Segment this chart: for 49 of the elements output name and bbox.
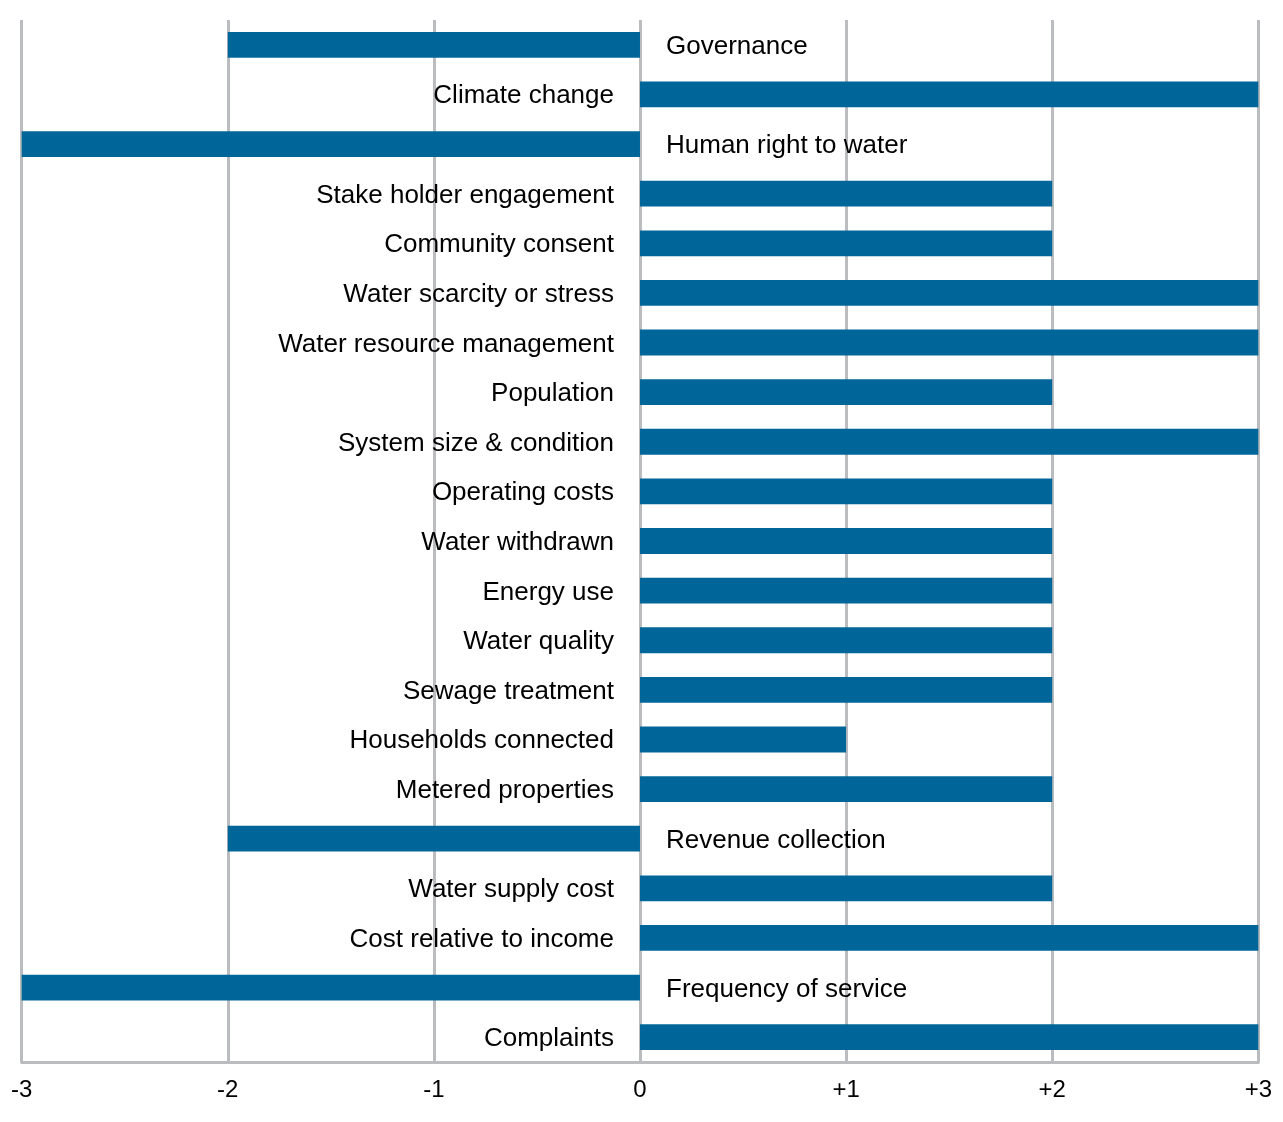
bar: [639, 925, 1259, 951]
bar: [639, 329, 1259, 356]
y-tick-label: System size & condition: [337, 426, 614, 457]
bar: [639, 81, 1259, 108]
x-tick-label: +3: [1244, 1074, 1273, 1102]
y-tick-label: Sewage treatment: [402, 674, 615, 705]
x-tick-label: +2: [1038, 1074, 1066, 1102]
y-tick-label: Water scarcity or stress: [343, 277, 614, 308]
y-tick-label: Community consent: [384, 228, 615, 259]
bar: [639, 379, 1053, 406]
y-tick-label: Complaints: [483, 1022, 614, 1053]
y-tick-label: Operating costs: [431, 476, 614, 507]
bar: [639, 528, 1053, 554]
y-tick-label: Metered properties: [395, 774, 614, 805]
y-tick-label: Human right to water: [665, 129, 908, 160]
bar: [21, 131, 640, 157]
y-tick-label: Revenue collection: [665, 823, 886, 854]
bar: [639, 280, 1259, 306]
bar: [639, 230, 1053, 257]
x-tick-label: -2: [217, 1074, 239, 1102]
bar: [639, 577, 1053, 604]
x-tick-label: -1: [423, 1074, 445, 1102]
bar: [639, 180, 1053, 207]
y-tick-label: Water quality: [463, 625, 614, 656]
bar: [639, 428, 1259, 455]
y-tick-label: Frequency of service: [665, 972, 908, 1003]
bar: [639, 1024, 1259, 1051]
y-tick-label: Stake holder engagement: [316, 178, 615, 209]
bar: [639, 776, 1053, 802]
y-tick-label: Water withdrawn: [421, 526, 614, 556]
y-tick-label: Households connected: [349, 724, 614, 755]
bar: [227, 825, 640, 852]
y-tick-label: Cost relative to income: [349, 922, 614, 953]
bar: [639, 627, 1053, 654]
x-tick-label: +1: [832, 1074, 860, 1102]
bar: [639, 875, 1053, 902]
y-tick-label: Water supply cost: [408, 873, 615, 904]
bar: [639, 726, 847, 753]
bar: [639, 676, 1053, 703]
y-tick-label: Governance: [665, 29, 808, 60]
bar: [21, 974, 640, 1001]
y-tick-label: Water resource management: [278, 327, 615, 358]
x-tick-label: 0: [633, 1074, 647, 1102]
bar: [227, 31, 640, 58]
y-tick-label: Energy use: [482, 575, 614, 606]
x-tick-label: -3: [11, 1074, 33, 1102]
y-tick-label: Climate change: [433, 79, 614, 110]
bar: [639, 478, 1053, 505]
y-tick-label: Population: [491, 377, 614, 408]
